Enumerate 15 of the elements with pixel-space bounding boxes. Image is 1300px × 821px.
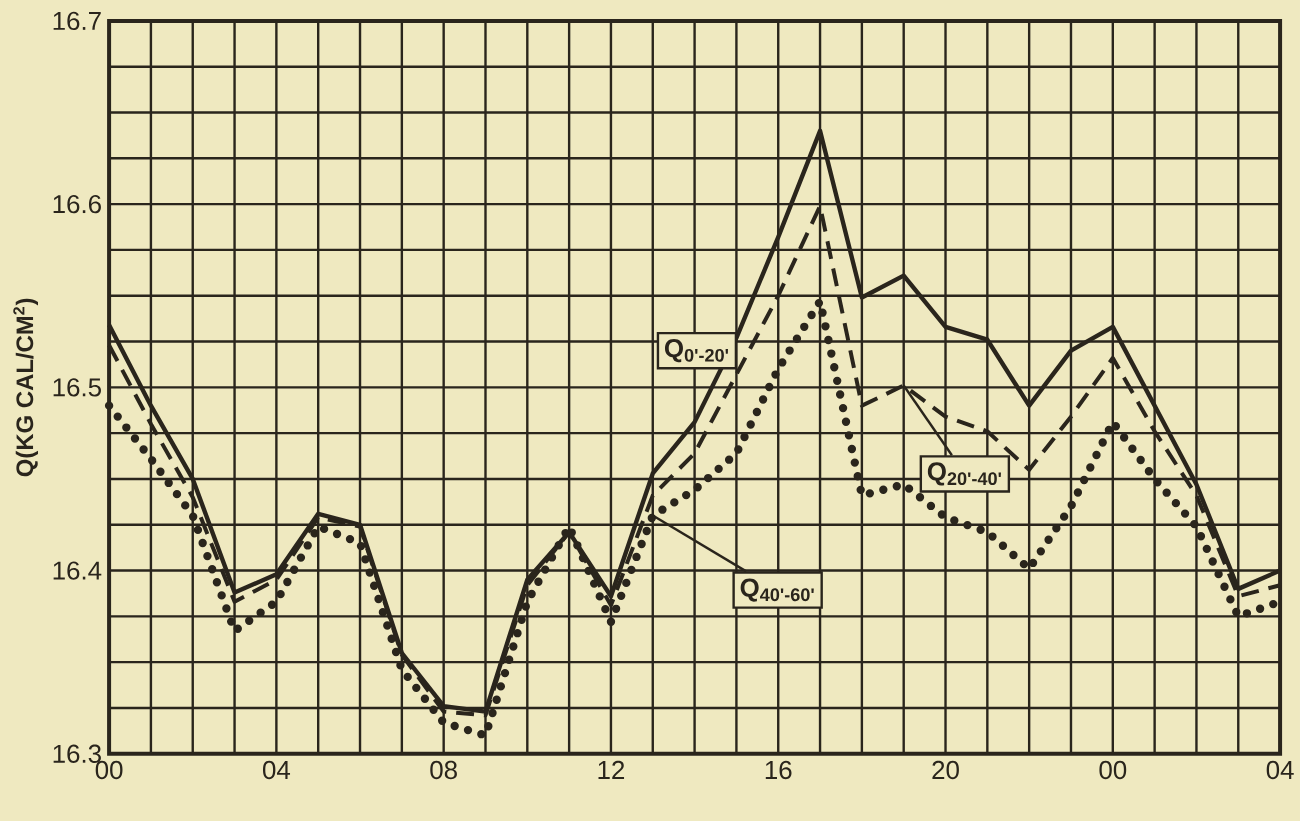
- series-label: Q$_{0'-20'}$: [664, 338, 729, 362]
- x-tick-label: 12: [598, 760, 625, 779]
- x-tick-label: 16: [765, 760, 792, 779]
- x-tick-label: 04: [262, 760, 291, 779]
- x-tick-label: 04: [1266, 760, 1294, 779]
- x-tick-label: 20: [932, 760, 959, 779]
- series-label: Q$_{20'-40'}$: [927, 462, 1001, 486]
- y-tick-label: 16.5: [53, 377, 101, 397]
- y-tick-label: 16.4: [53, 561, 102, 580]
- text: Q$_{40'-60'}$: [740, 578, 814, 602]
- y-tick-label: 16.6: [53, 194, 101, 214]
- x-tick-label: 00: [1099, 760, 1127, 779]
- y-axis-title: Q(KG CAL/CM$^{2}$): [13, 298, 39, 477]
- x-tick-label: 08: [430, 760, 457, 779]
- y-tick-label: 16.7: [53, 11, 101, 30]
